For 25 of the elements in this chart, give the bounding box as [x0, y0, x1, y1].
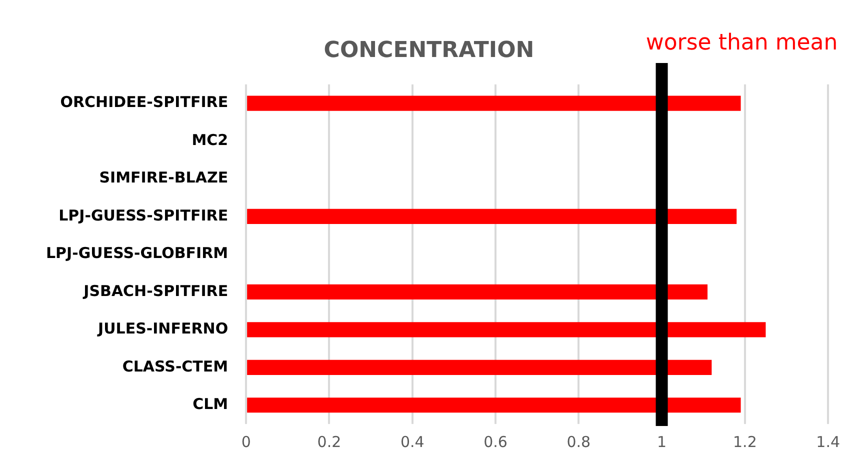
y-tick-label: ORCHIDEE-SPITFIRE [60, 93, 228, 112]
bar [247, 360, 712, 375]
y-tick-label: CLM [192, 395, 228, 414]
y-tick-label: JSBACH-SPITFIRE [82, 282, 228, 300]
bar [247, 96, 741, 111]
x-tick-label: 0.6 [484, 432, 508, 451]
x-tick-label: 0.8 [566, 432, 591, 451]
bar [247, 284, 708, 300]
chart-title: CONCENTRATION [324, 38, 534, 63]
ref-line-label: worse than mean [646, 30, 838, 56]
bar [247, 322, 766, 338]
x-tick-label: 0 [241, 432, 251, 451]
y-tick-label: SIMFIRE-BLAZE [99, 168, 228, 187]
x-tick-label: 0.4 [400, 432, 424, 451]
x-tick-label: 1.4 [816, 432, 840, 451]
y-tick-label: LPJ-GUESS-GLOBFIRM [46, 244, 228, 262]
y-tick-label: CLASS-CTEM [122, 357, 228, 376]
x-tick-label: 1.2 [733, 432, 757, 451]
y-tick-label: JULES-INFERNO [97, 320, 228, 338]
y-tick-label: MC2 [192, 130, 228, 149]
bar [247, 398, 741, 413]
x-tick-label: 1 [657, 432, 667, 451]
y-tick-label: LPJ-GUESS-SPITFIRE [58, 206, 228, 224]
x-tick-label: 0.2 [317, 432, 342, 451]
bar [247, 208, 737, 224]
